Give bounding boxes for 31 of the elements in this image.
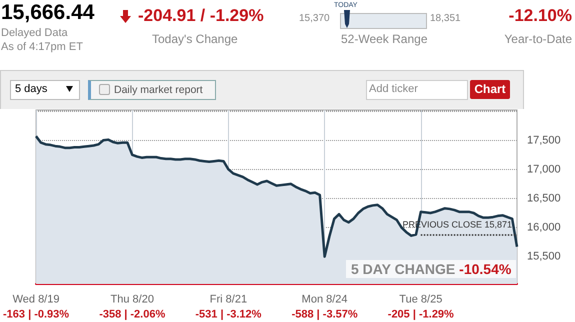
y-tick-label: 16,500 <box>527 192 561 204</box>
x-tick-label: Wed 8/19 <box>12 294 60 306</box>
chart-title: 15,666.44 <box>1 1 94 25</box>
text: Add ticker <box>369 83 418 95</box>
text: 52-Week Range <box>341 32 428 46</box>
text: Year-to-Date <box>504 32 572 46</box>
text: 18,351 <box>430 13 461 24</box>
text: 5 days <box>15 83 48 95</box>
text: Daily market report <box>114 84 203 96</box>
annotation: 5 DAY CHANGE <box>351 261 456 277</box>
text: Chart <box>470 80 510 99</box>
y-tick-label: 17,000 <box>527 163 561 176</box>
text: As of 4:17pm ET <box>1 41 83 53</box>
text: -531 | -3.12% <box>195 308 262 320</box>
text: -358 | -2.06% <box>99 308 166 320</box>
y-tick-label: 16,000 <box>527 222 561 234</box>
y-tick-label: 17,500 <box>527 134 561 146</box>
y-tick-label: 15,500 <box>527 250 561 263</box>
x-tick-label: Fri 8/21 <box>210 294 248 306</box>
annotation: -10.54% <box>459 261 512 277</box>
text: Today's Change <box>152 32 238 46</box>
text: -12.10% <box>508 6 572 26</box>
chart-subtitle: Delayed Data <box>1 27 68 39</box>
text: -204.91 / -1.29% <box>138 6 264 26</box>
x-tick-label: Tue 8/25 <box>399 294 442 306</box>
text: 15,370 <box>299 13 330 24</box>
x-tick-label: Thu 8/20 <box>110 294 154 306</box>
text: -163 | -0.93% <box>3 308 70 320</box>
text: -205 | -1.29% <box>388 308 454 320</box>
x-tick-label: Mon 8/24 <box>302 294 348 306</box>
text: -588 | -3.57% <box>292 308 358 320</box>
